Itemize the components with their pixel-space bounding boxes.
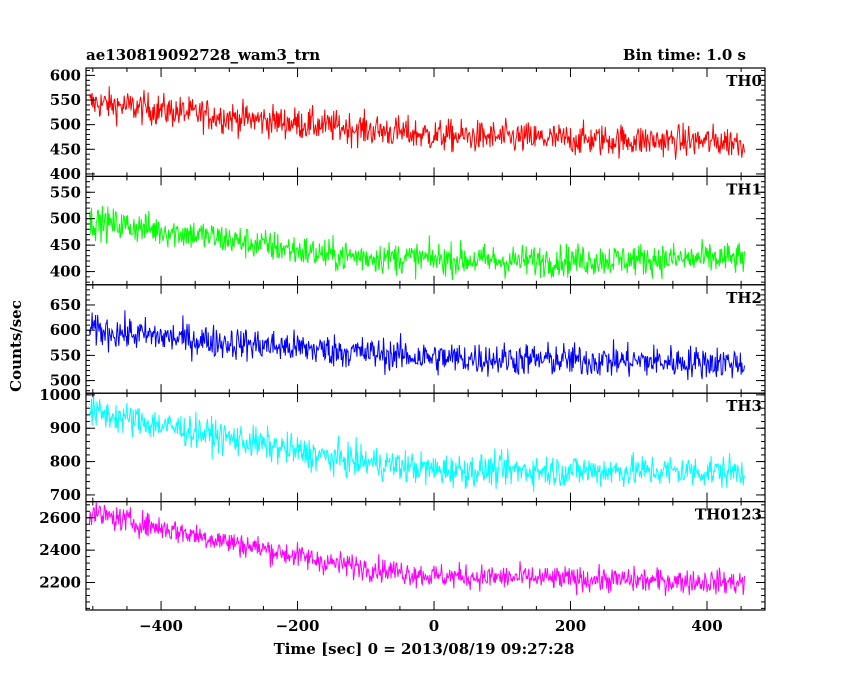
- panel-label-th0123: TH0123: [695, 506, 762, 524]
- x-tick-label: −200: [276, 617, 320, 635]
- x-tick-label: −400: [139, 617, 183, 635]
- panel-frame: [85, 392, 766, 503]
- x-axis-label: Time [sec] 0 = 2013/08/19 09:27:28: [273, 640, 575, 658]
- panel-th2: 500 550 600 650 TH2: [50, 284, 766, 394]
- y-tick-label: 500: [50, 372, 81, 390]
- panel-frame: [85, 67, 766, 178]
- x-tick-label: 200: [555, 617, 586, 635]
- panel-frame: [85, 501, 766, 611]
- series-line-th2: [88, 310, 745, 381]
- panel-th0123: 2200 2400 2600 TH0123: [39, 501, 766, 611]
- y-tick-label: 900: [50, 419, 81, 437]
- panel-th0: 400 450 500 550 600 TH0: [50, 66, 766, 183]
- y-tick-label: 600: [50, 66, 81, 84]
- y-tick-label: 650: [50, 296, 81, 314]
- y-tick-label: 2200: [39, 573, 81, 591]
- panel-label-th2: TH2: [726, 289, 762, 307]
- series-line-th1: [88, 205, 745, 280]
- y-tick-label: 500: [50, 116, 81, 134]
- y-tick-label: 450: [50, 140, 81, 158]
- series-line-th0: [88, 86, 745, 160]
- y-tick-label: 500: [50, 210, 81, 228]
- y-tick-label: 1000: [39, 386, 81, 404]
- panel-th1: 400 450 500 550 TH1: [50, 175, 766, 286]
- x-tick-label: 0: [429, 617, 439, 635]
- bin-time-label: Bin time: 1.0 s: [622, 46, 746, 64]
- series-line-th3: [88, 394, 745, 493]
- y-tick-label: 450: [50, 236, 81, 254]
- series-line-th0123: [88, 501, 745, 597]
- y-tick-label: 800: [50, 453, 81, 471]
- panel-label-th1: TH1: [726, 180, 762, 198]
- y-tick-label: 400: [50, 263, 81, 281]
- x-tick-label: 400: [691, 617, 722, 635]
- y-tick-label: 550: [50, 91, 81, 109]
- panel-th3: 700 800 900 1000 TH3: [39, 386, 766, 504]
- y-tick-label: 550: [50, 346, 81, 364]
- observation-id-title: ae130819092728_wam3_trn: [86, 46, 321, 64]
- y-tick-label: 550: [50, 183, 81, 201]
- y-tick-label: 2400: [39, 541, 81, 559]
- y-tick-label: 2600: [39, 509, 81, 527]
- y-tick-label: 400: [50, 165, 81, 183]
- y-tick-label: 600: [50, 321, 81, 339]
- panel-label-th0: TH0: [726, 72, 762, 90]
- panel-label-th3: TH3: [726, 397, 762, 415]
- y-tick-label: 700: [50, 486, 81, 504]
- y-axis-label: Counts/sec: [7, 300, 25, 392]
